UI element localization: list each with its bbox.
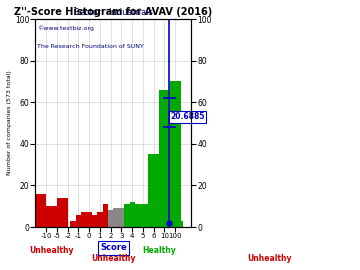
Bar [146,204,151,227]
Bar [148,154,159,227]
Bar [130,202,135,227]
Bar [140,204,146,227]
Bar [103,204,108,227]
Text: Sector:  Industrials: Sector: Industrials [74,8,153,17]
Text: Unhealthy: Unhealthy [91,254,136,263]
Bar [57,198,68,227]
Bar [178,221,183,227]
Text: Unhealthy: Unhealthy [247,254,292,263]
Text: Unhealthy: Unhealthy [30,246,74,255]
Bar [71,221,76,227]
Bar [97,212,103,227]
Text: ©www.textbiz.org: ©www.textbiz.org [37,25,94,31]
Bar [113,208,119,227]
Bar [170,82,181,227]
Bar [159,90,170,227]
Bar [81,212,86,227]
Bar [135,204,140,227]
Bar [108,210,113,227]
Bar [119,208,124,227]
Bar [86,212,92,227]
Bar [46,206,57,227]
Y-axis label: Number of companies (573 total): Number of companies (573 total) [7,71,12,176]
Title: Z''-Score Histogram for AVAV (2016): Z''-Score Histogram for AVAV (2016) [14,7,212,17]
Bar [124,204,130,227]
Bar [36,194,46,227]
Text: The Research Foundation of SUNY: The Research Foundation of SUNY [37,44,144,49]
X-axis label: Score: Score [100,244,127,252]
Bar [92,215,97,227]
Text: 20.6885: 20.6885 [170,112,205,121]
Text: Healthy: Healthy [142,246,176,255]
Bar [76,215,81,227]
